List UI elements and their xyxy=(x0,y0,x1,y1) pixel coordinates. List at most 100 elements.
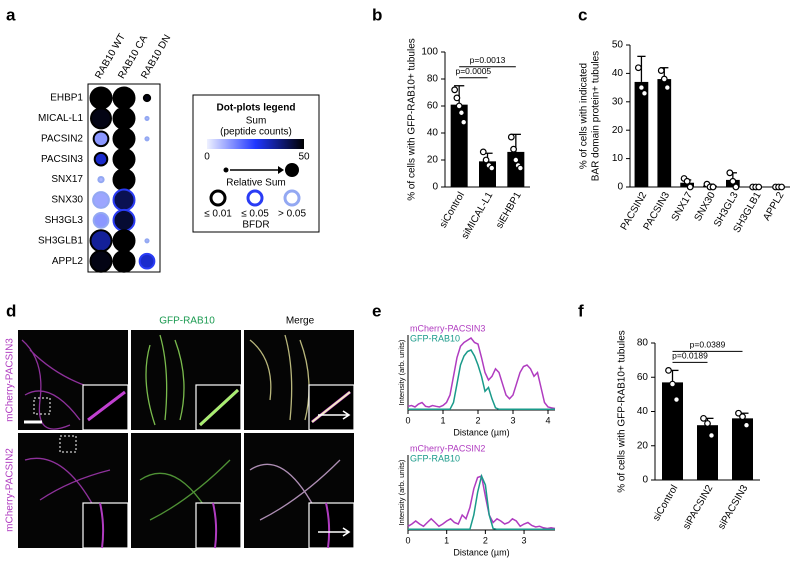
bar xyxy=(697,425,718,480)
data-point xyxy=(669,380,676,388)
micrographs: GFP-RAB10 Merge mCherry-PACSIN3 mCherry-… xyxy=(5,316,355,549)
column-label: Merge xyxy=(286,316,315,327)
dot xyxy=(92,130,110,148)
dot xyxy=(112,168,136,192)
roi xyxy=(33,397,51,415)
panel-letter: b xyxy=(372,5,382,24)
line-series xyxy=(407,336,556,410)
data-point xyxy=(479,148,487,156)
line-series xyxy=(408,473,555,531)
y-tick-label: 40 xyxy=(612,68,624,79)
data-point xyxy=(755,183,763,191)
legend-entry: mCherry-PACSIN3 xyxy=(410,323,485,333)
data-point xyxy=(641,89,648,97)
panel-letter: a xyxy=(6,5,16,24)
data-point xyxy=(516,164,524,172)
y-tick-label: 80 xyxy=(427,74,439,85)
dot xyxy=(144,136,150,142)
data-point xyxy=(455,102,463,110)
dot xyxy=(144,238,150,244)
x-tick-label: siPACSIN3 xyxy=(716,483,750,532)
x-tick-label: 0 xyxy=(405,415,410,425)
x-tick-label: 3 xyxy=(510,415,515,425)
legend-label: Sum xyxy=(246,116,267,127)
bar xyxy=(680,182,694,187)
inset-tubule xyxy=(311,391,351,423)
data-point xyxy=(726,169,734,177)
y-tick-label: 30 xyxy=(612,96,624,107)
dot xyxy=(112,127,136,151)
legend-box xyxy=(192,94,320,233)
inset-tubule xyxy=(99,502,331,549)
data-point xyxy=(663,84,671,91)
dot xyxy=(97,175,105,184)
panel-letter: e xyxy=(372,301,381,320)
y-axis-label: Intensity (arb. units) xyxy=(397,459,406,525)
panel-letter: c xyxy=(578,5,587,24)
bar xyxy=(450,104,468,187)
roi xyxy=(59,435,77,453)
panel-letter: f xyxy=(578,301,584,320)
bar xyxy=(662,382,683,480)
y-axis-label: Intensity (arb. units) xyxy=(397,339,406,405)
x-tick-label: 3 xyxy=(522,535,527,545)
legend-entry: mCherry-PACSIN2 xyxy=(410,443,485,453)
x-tick-label: SNX17 xyxy=(670,190,696,223)
data-point xyxy=(729,177,737,185)
dot xyxy=(144,115,150,121)
legend-entry: GFP-RAB10 xyxy=(410,453,460,463)
data-point xyxy=(673,396,680,403)
y-axis-label: % of cells with GFP-RAB10+ tubules xyxy=(617,330,628,493)
x-tick-label: 1 xyxy=(444,535,449,545)
y-tick-label: 20 xyxy=(427,155,439,166)
data-point xyxy=(512,156,520,164)
panel-letter: d xyxy=(6,301,16,320)
bar xyxy=(732,418,753,480)
x-axis-label: Distance (µm) xyxy=(453,427,509,437)
data-point xyxy=(704,420,711,427)
colorbar-label: 0 xyxy=(204,152,210,163)
size-key xyxy=(223,167,229,173)
data-point xyxy=(482,156,490,164)
data-point xyxy=(634,64,642,72)
data-point xyxy=(708,432,715,439)
data-point xyxy=(778,183,786,191)
bfdr-key xyxy=(283,189,301,207)
y-tick-label: 0 xyxy=(642,475,648,486)
p-value: p=0.0389 xyxy=(690,340,726,350)
y-tick-label: 0 xyxy=(432,182,438,193)
y-axis-label: % of cells with GFP-RAB10+ tubules xyxy=(407,38,418,201)
row-label: PACSIN3 xyxy=(41,154,83,165)
x-tick-label: siEHBP1 xyxy=(494,190,524,231)
colorbar-label: 50 xyxy=(298,152,310,163)
row-label: APPL2 xyxy=(52,256,84,267)
y-axis-label: % of cells with indicated xyxy=(579,63,590,169)
data-point xyxy=(743,421,750,429)
legend-label: ≤ 0.01 xyxy=(204,209,232,220)
x-tick-label: 1 xyxy=(440,415,445,425)
data-point xyxy=(700,414,707,422)
y-tick-label: 80 xyxy=(637,338,649,349)
bfdr-key xyxy=(246,189,264,207)
data-point xyxy=(488,164,496,172)
row-label: SNX17 xyxy=(51,174,83,185)
data-point xyxy=(739,413,746,421)
legend-label: Relative Sum xyxy=(226,178,285,189)
line-series xyxy=(407,474,556,530)
data-point xyxy=(686,183,694,191)
y-tick-label: 20 xyxy=(637,440,649,451)
dot xyxy=(112,249,136,273)
legend-label: > 0.05 xyxy=(278,209,307,220)
data-point xyxy=(660,75,668,83)
data-point xyxy=(453,94,461,102)
row-label: SH3GL3 xyxy=(45,215,84,226)
line-series xyxy=(408,349,555,411)
row-label: EHBP1 xyxy=(50,93,83,104)
legend-label: BFDR xyxy=(242,220,269,231)
size-key xyxy=(285,163,299,177)
p-value: p=0.0005 xyxy=(455,66,491,76)
y-tick-label: 100 xyxy=(421,47,438,58)
legend-entry: GFP-RAB10 xyxy=(410,333,460,343)
x-tick-label: APPL2 xyxy=(761,190,786,223)
